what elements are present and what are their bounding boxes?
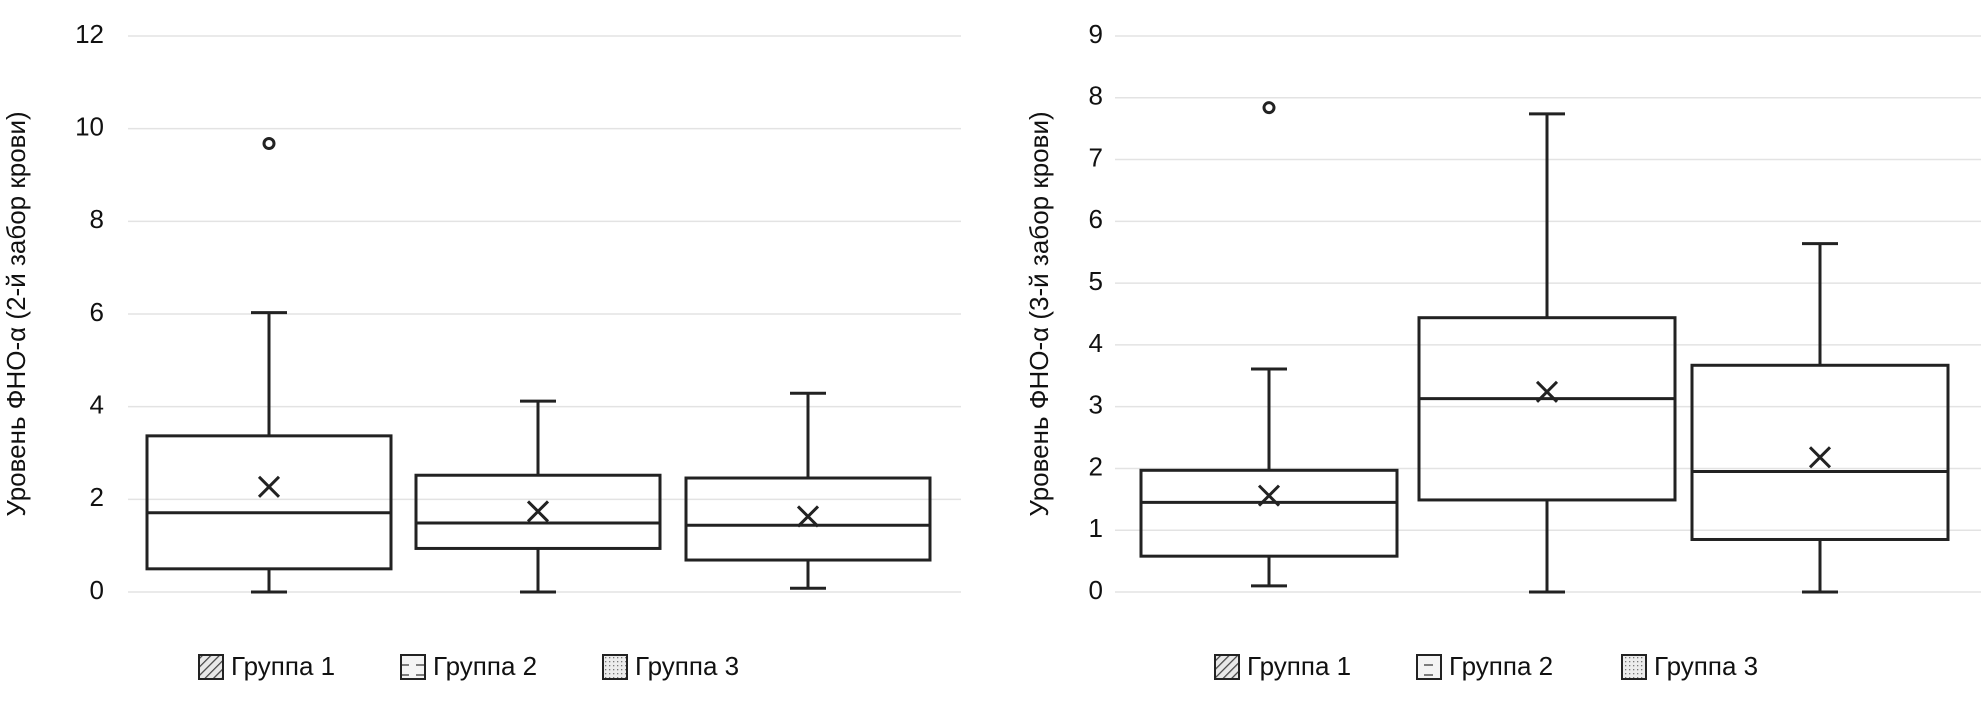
y-axis-label: Уровень ФНО-α (3-й забор крови): [1024, 111, 1054, 516]
y-tick-label: 10: [75, 112, 104, 142]
mean-marker: [1535, 380, 1559, 403]
y-tick-label: 1: [1089, 513, 1103, 543]
y-tick-label: 4: [1089, 328, 1103, 358]
y-tick-label: 8: [1089, 81, 1103, 111]
box: [1139, 468, 1399, 558]
legend-swatch: [602, 654, 628, 680]
y-tick-label: 0: [1089, 575, 1103, 605]
y-axis-label: Уровень ФНО-α (2-й забор крови): [1, 111, 31, 516]
box: [145, 434, 393, 571]
y-tick-label: 6: [90, 297, 104, 327]
y-tick-label: 12: [75, 19, 104, 49]
y-tick-label: 4: [90, 390, 104, 420]
y-tick-label: 6: [1089, 204, 1103, 234]
y-tick-label: 9: [1089, 19, 1103, 49]
y-tick-label: 8: [90, 204, 104, 234]
legend-label: Группа 3: [1654, 651, 1758, 681]
y-tick-label: 2: [90, 482, 104, 512]
legend-label: Группа 1: [231, 651, 335, 681]
outlier: [1262, 101, 1276, 115]
mean-marker: [526, 500, 550, 523]
legend-label: Группа 1: [1247, 651, 1351, 681]
mean-marker: [1257, 484, 1281, 507]
y-tick-label: 3: [1089, 390, 1103, 420]
y-tick-label: 5: [1089, 266, 1103, 296]
y-tick-label: 7: [1089, 142, 1103, 172]
legend-swatch: [1621, 654, 1647, 680]
legend-label: Группа 2: [1449, 651, 1553, 681]
y-tick-label: 0: [90, 575, 104, 605]
outlier: [262, 136, 276, 150]
legend-swatch: [198, 654, 224, 680]
mean-marker: [1808, 446, 1832, 469]
mean-marker: [257, 475, 281, 498]
y-tick-label: 2: [1089, 451, 1103, 481]
legend-swatch: [1214, 654, 1240, 680]
box: [1690, 363, 1950, 541]
legend-swatch: [1416, 654, 1442, 680]
legend-swatch: [400, 654, 426, 680]
box: [684, 476, 932, 562]
legend-label: Группа 3: [635, 651, 739, 681]
box: [414, 473, 662, 550]
box: [1417, 316, 1677, 502]
legend-label: Группа 2: [433, 651, 537, 681]
mean-marker: [796, 505, 820, 528]
